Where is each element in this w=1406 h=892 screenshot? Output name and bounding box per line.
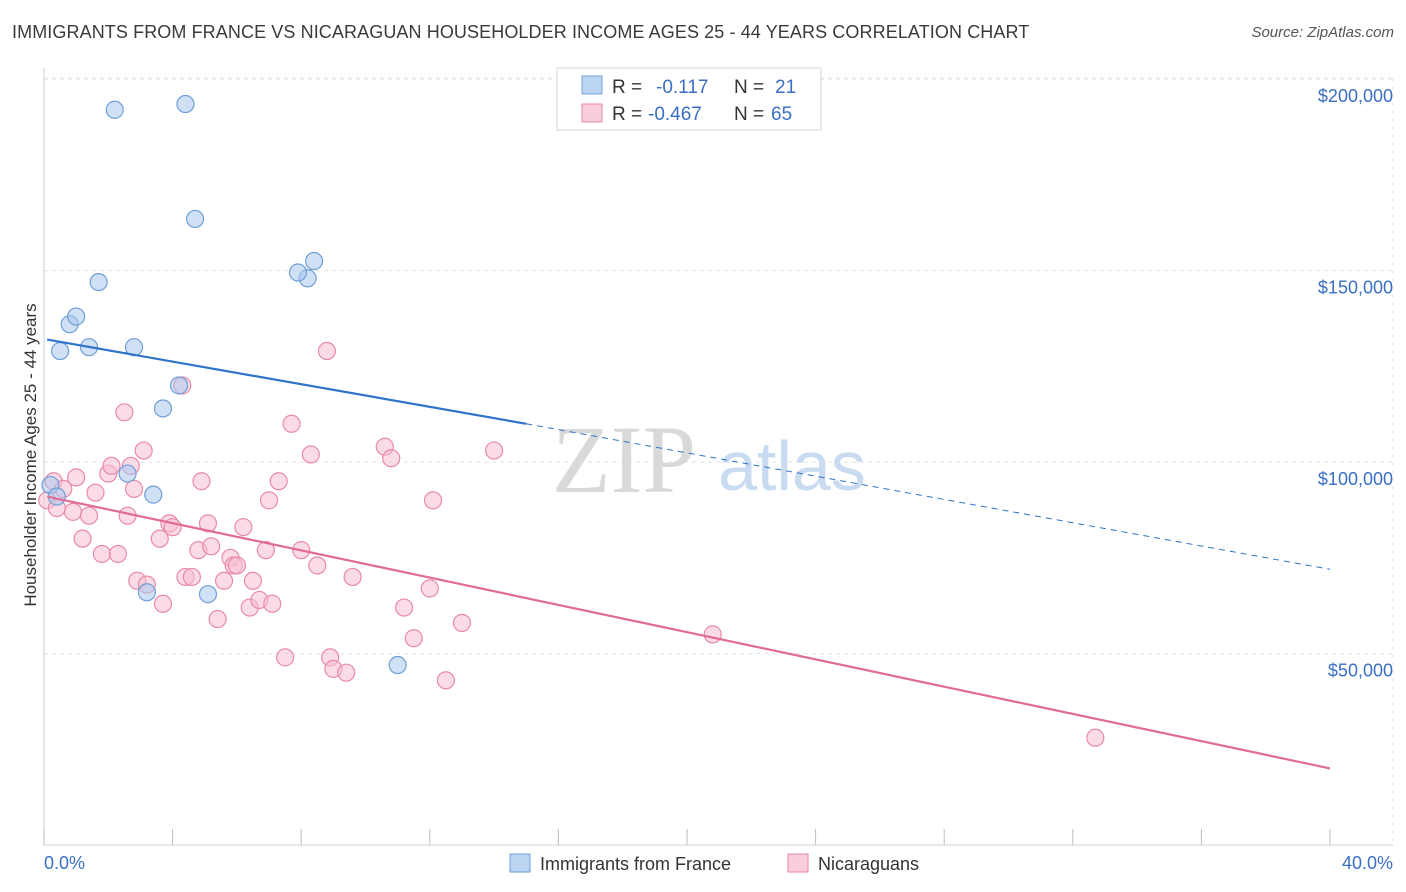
nicaraguans-point-5 bbox=[79, 506, 99, 525]
y-tick-label-0: $50,000 bbox=[1328, 661, 1393, 681]
nicaraguans-point-42 bbox=[282, 414, 301, 433]
france-point-0 bbox=[105, 100, 124, 119]
nicaraguans-point-59 bbox=[485, 441, 504, 460]
nicaraguans-point-10 bbox=[108, 544, 128, 564]
series-legend-label-france: Immigrants from France bbox=[540, 854, 731, 874]
nicaraguans-point-49 bbox=[337, 663, 356, 682]
france-point-3 bbox=[89, 272, 108, 292]
source-credit: Source: ZipAtlas.com bbox=[1251, 24, 1394, 41]
x-tick-label-max: 40.0% bbox=[1342, 853, 1393, 873]
data-points bbox=[38, 94, 1105, 747]
y-tick-label-3: $200,000 bbox=[1318, 86, 1393, 106]
legend-n-label-nicaraguans: N = bbox=[734, 104, 764, 125]
correlation-legend: R = -0.117 N = 21 R = -0.467 N = 65 bbox=[556, 67, 822, 131]
nicaraguans-point-46 bbox=[317, 341, 337, 361]
nicaraguans-point-53 bbox=[394, 598, 414, 617]
nicaraguans-point-18 bbox=[153, 594, 173, 613]
nicaraguans-point-26 bbox=[198, 514, 218, 533]
france-point-12 bbox=[169, 376, 189, 395]
france-point-2 bbox=[186, 209, 205, 229]
nicaraguans-point-63 bbox=[124, 479, 144, 498]
y-tick-label-2: $150,000 bbox=[1318, 278, 1393, 298]
watermark-atlas: atlas bbox=[718, 427, 866, 505]
nicaraguans-point-38 bbox=[259, 491, 279, 510]
nicaraguans-point-4 bbox=[73, 529, 92, 548]
nicaraguans-point-55 bbox=[423, 491, 443, 510]
watermark-zip: ZIP bbox=[552, 406, 696, 513]
legend-swatch-nicaraguans bbox=[581, 103, 603, 123]
nicaraguans-point-58 bbox=[452, 613, 472, 633]
nicaraguans-point-6 bbox=[86, 483, 105, 502]
nicaraguans-point-11 bbox=[115, 403, 134, 422]
x-tick-label-min: 0.0% bbox=[44, 853, 85, 873]
legend-r-label-france: R = bbox=[612, 77, 642, 98]
legend-n-value-nicaraguans: 65 bbox=[771, 104, 792, 125]
nicaraguans-point-32 bbox=[227, 556, 246, 575]
legend-n-label-france: N = bbox=[734, 77, 764, 98]
nicaraguans-point-35 bbox=[243, 571, 263, 590]
nicaraguans-point-60 bbox=[703, 625, 722, 644]
axes bbox=[43, 68, 1393, 846]
france-point-20 bbox=[388, 655, 407, 675]
nicaraguans-point-27 bbox=[202, 537, 221, 556]
y-tick-labels: $50,000 $100,000 $150,000 $200,000 bbox=[1318, 86, 1393, 680]
nicaraguans-point-39 bbox=[263, 594, 282, 613]
nicaraguans-point-57 bbox=[436, 671, 455, 690]
nicaraguans-point-54 bbox=[404, 629, 423, 648]
nicaraguans-point-52 bbox=[382, 449, 401, 468]
france-point-8 bbox=[67, 307, 86, 326]
nicaraguans-point-33 bbox=[234, 518, 253, 537]
series-legend-swatch-france bbox=[509, 853, 531, 873]
nicaraguans-point-29 bbox=[214, 571, 234, 590]
nicaraguans-point-62 bbox=[67, 468, 86, 487]
nicaraguans-point-56 bbox=[420, 579, 439, 598]
nicaraguans-point-23 bbox=[182, 567, 201, 587]
nicaraguans-point-37 bbox=[256, 541, 275, 560]
nicaraguans-point-15 bbox=[134, 441, 153, 460]
nicaraguans-point-44 bbox=[301, 445, 320, 464]
series-legend-label-nicaraguans: Nicaraguans bbox=[818, 854, 919, 874]
nicaraguans-point-28 bbox=[208, 609, 227, 629]
nicaraguans-point-25 bbox=[192, 472, 211, 491]
chart-title: IMMIGRANTS FROM FRANCE VS NICARAGUAN HOU… bbox=[12, 22, 1030, 42]
france-point-11 bbox=[50, 341, 70, 361]
trend-line-nicaraguans bbox=[46, 495, 1331, 770]
france-point-19 bbox=[198, 585, 218, 604]
nicaraguans-point-50 bbox=[343, 567, 362, 587]
y-tick-label-1: $100,000 bbox=[1318, 469, 1393, 489]
trend-lines bbox=[46, 338, 1331, 770]
legend-r-value-nicaraguans: -0.467 bbox=[648, 104, 702, 125]
france-point-1 bbox=[176, 94, 195, 114]
nicaraguans-point-7 bbox=[92, 544, 111, 564]
nicaraguans-point-9 bbox=[102, 456, 121, 476]
france-point-4 bbox=[304, 251, 324, 271]
nicaraguans-point-41 bbox=[276, 648, 295, 667]
france-point-15 bbox=[144, 485, 163, 504]
nicaraguans-point-61 bbox=[1086, 728, 1105, 747]
legend-swatch-france bbox=[581, 75, 603, 95]
nicaraguans-point-40 bbox=[269, 472, 288, 491]
nicaraguans-point-3 bbox=[63, 502, 83, 521]
legend-r-value-france: -0.117 bbox=[656, 77, 708, 98]
watermark: ZIP atlas bbox=[552, 406, 866, 513]
trend-line-france-extension bbox=[526, 423, 1331, 570]
trend-line-france bbox=[47, 338, 527, 425]
legend-n-value-france: 21 bbox=[775, 77, 796, 98]
france-point-14 bbox=[118, 464, 137, 483]
france-point-6 bbox=[288, 263, 308, 282]
legend-r-label-nicaraguans: R = bbox=[612, 104, 642, 125]
nicaraguans-point-45 bbox=[308, 556, 327, 575]
nicaraguans-point-17 bbox=[150, 529, 169, 548]
france-point-13 bbox=[153, 399, 173, 418]
y-axis-title: Householder Income Ages 25 - 44 years bbox=[21, 303, 40, 606]
series-legend-swatch-nicaraguans bbox=[787, 853, 809, 873]
france-point-18 bbox=[137, 583, 156, 602]
series-legend: Immigrants from France Nicaraguans bbox=[509, 853, 919, 874]
